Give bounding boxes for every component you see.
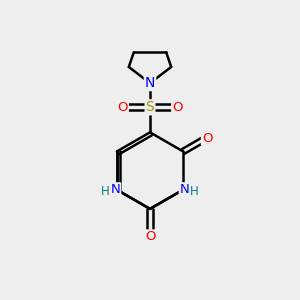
Text: O: O: [117, 101, 128, 114]
Text: O: O: [172, 101, 183, 114]
Text: O: O: [202, 132, 212, 145]
Text: O: O: [145, 230, 155, 243]
Text: N: N: [180, 183, 190, 196]
Text: N: N: [145, 76, 155, 90]
Text: S: S: [146, 100, 154, 114]
Text: H: H: [190, 185, 199, 198]
Text: H: H: [101, 185, 110, 198]
Text: N: N: [110, 183, 120, 196]
